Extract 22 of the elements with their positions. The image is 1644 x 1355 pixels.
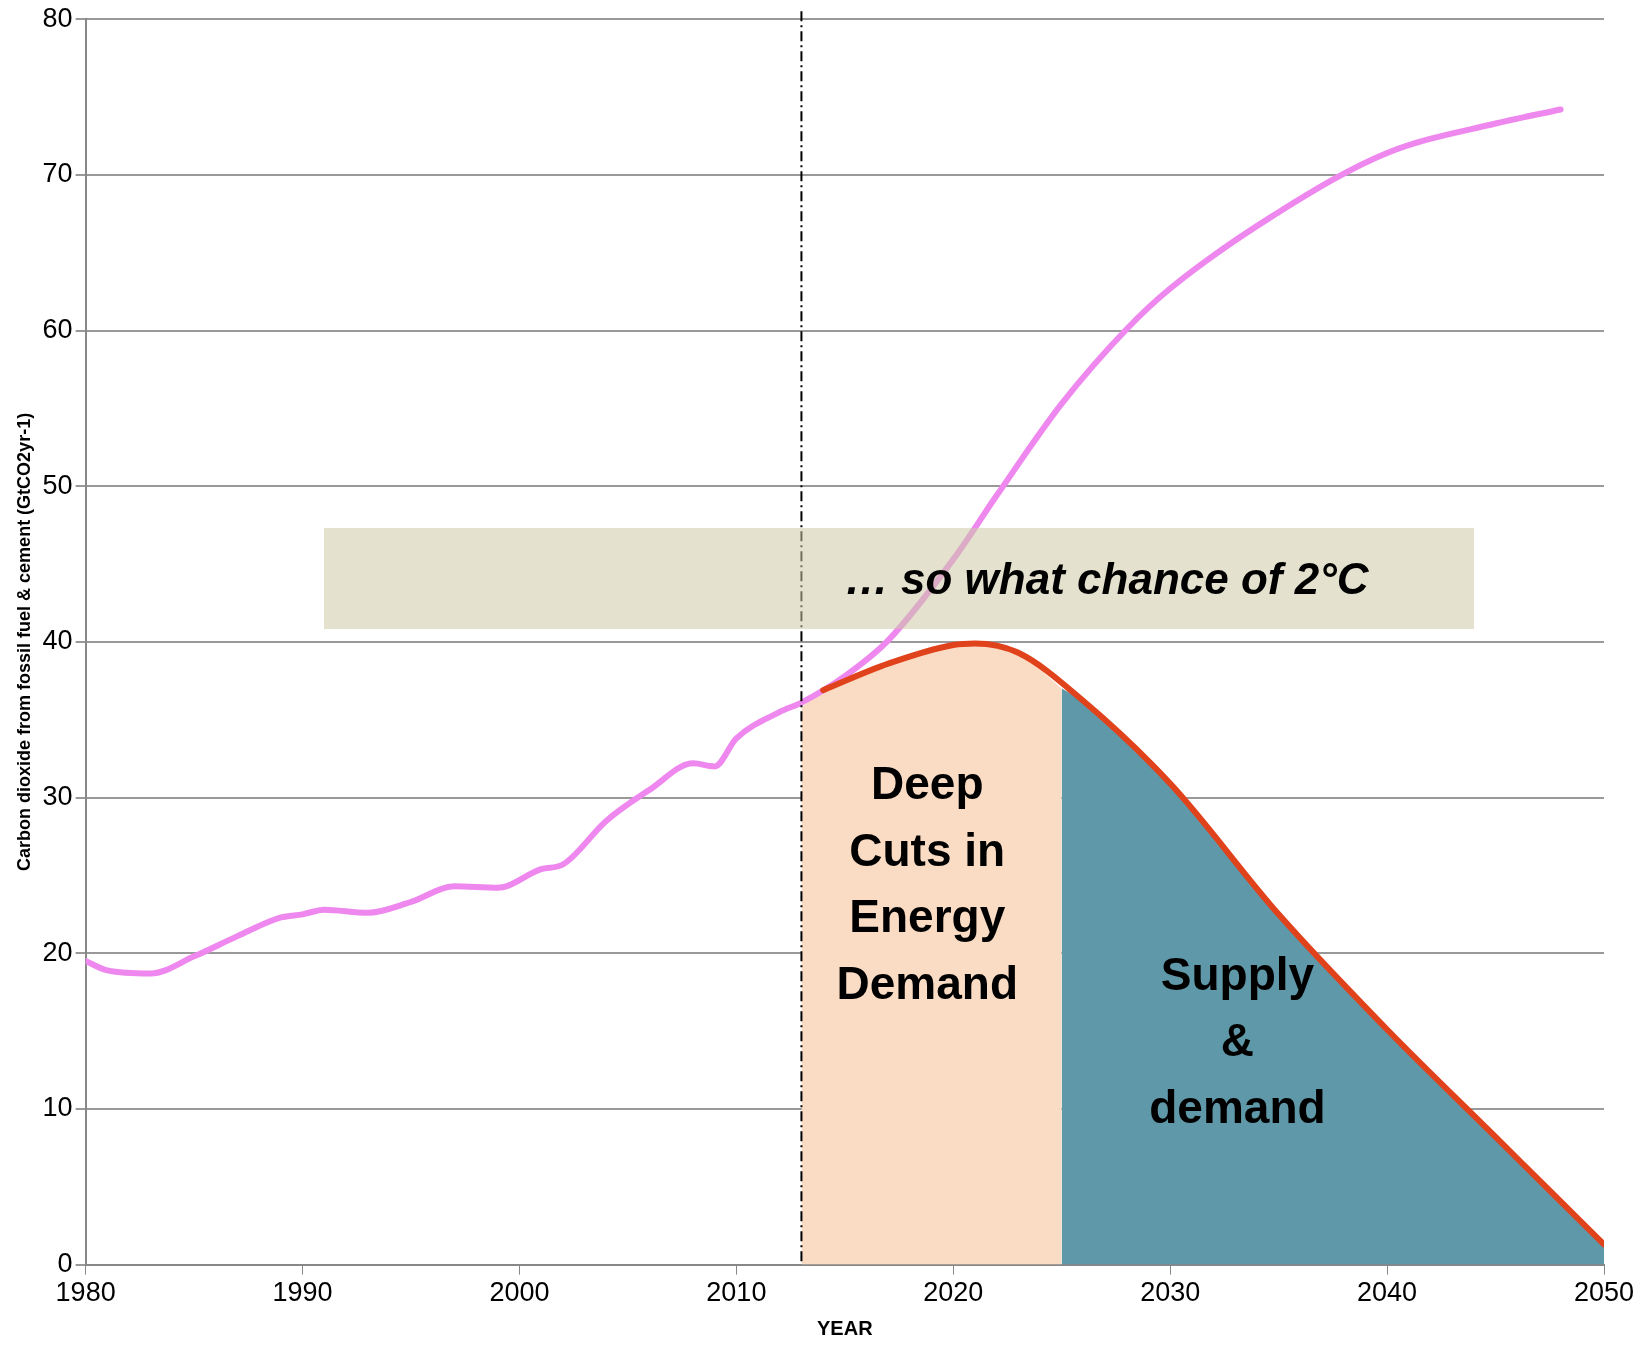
y-tick-label: 40	[42, 625, 73, 656]
y-tick-label: 80	[42, 2, 73, 33]
x-tick-label: 2040	[1357, 1277, 1418, 1308]
y-tick-label: 20	[42, 936, 73, 967]
y-tick-label: 60	[42, 314, 73, 344]
x-tick-label: 2000	[489, 1277, 550, 1308]
y-tick-label: 0	[57, 1248, 73, 1279]
x-tick-label: 2020	[923, 1277, 984, 1308]
y-tick-label: 50	[42, 469, 73, 500]
annotation: … so what chance of 2°C	[844, 553, 1369, 603]
y-axis-title: Carbon dioxide from fossil fuel & cement (GtCO2yr-1)	[13, 412, 34, 871]
annotation: Deep Cuts in Energy Demand	[836, 756, 1018, 1010]
x-tick-label: 2050	[1573, 1277, 1635, 1308]
y-tick-label: 30	[42, 781, 73, 812]
x-tick-label: 1990	[272, 1277, 333, 1308]
x-tick-label: 2030	[1140, 1277, 1201, 1308]
annotation: Supply & demand	[1149, 947, 1326, 1133]
x-tick-label: 2010	[706, 1277, 767, 1308]
y-tick-label: 10	[42, 1092, 73, 1123]
x-axis-title: YEAR	[817, 1316, 874, 1339]
y-tick-label: 70	[42, 158, 73, 189]
x-tick-label: 1980	[55, 1277, 116, 1308]
